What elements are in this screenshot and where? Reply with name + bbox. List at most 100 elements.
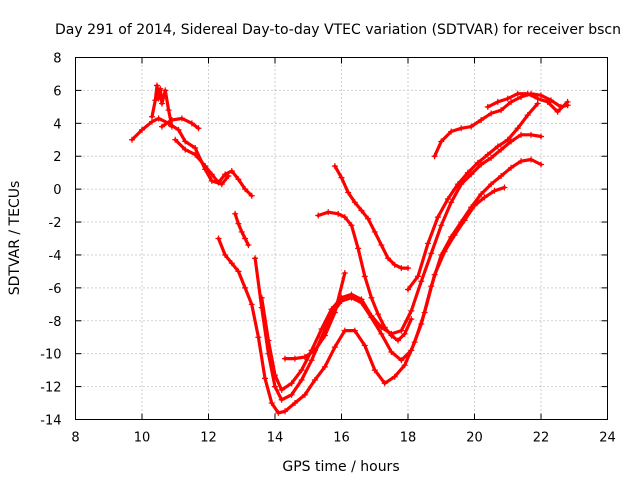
y-tick-label: 2 (53, 150, 61, 165)
y-tick-label: -12 (40, 381, 61, 396)
x-tick-label: 22 (533, 431, 550, 446)
data-point (348, 291, 355, 298)
data-point (268, 400, 275, 407)
data-point (381, 324, 388, 331)
data-point (418, 278, 425, 285)
data-point (328, 306, 335, 313)
data-point (464, 169, 471, 176)
data-point (518, 158, 525, 165)
data-point (524, 112, 531, 119)
data-point (494, 98, 501, 105)
data-point (484, 151, 491, 158)
data-point (405, 286, 411, 293)
data-point (182, 138, 189, 145)
data-point (365, 215, 372, 222)
data-point (195, 125, 202, 132)
data-point (408, 307, 415, 314)
data-point (162, 87, 169, 94)
data-point (368, 312, 375, 319)
data-point (341, 327, 348, 334)
data-point (235, 220, 242, 227)
series-track-2-points (148, 82, 175, 130)
data-point (172, 136, 179, 143)
data-point (385, 255, 392, 262)
data-point (378, 242, 385, 249)
data-point (498, 172, 505, 179)
data-point (361, 273, 368, 280)
data-point (414, 273, 421, 280)
data-point (178, 115, 185, 122)
x-tick-label: 18 (400, 431, 417, 446)
series-track-3-points (158, 115, 202, 132)
data-point (488, 110, 495, 117)
data-point (355, 245, 362, 252)
data-point (278, 386, 285, 393)
chart-title: Day 291 of 2014, Sidereal Day-to-day VTE… (55, 22, 621, 38)
data-point (228, 168, 235, 175)
data-point (155, 95, 162, 102)
data-point (524, 90, 531, 97)
data-point (398, 265, 405, 272)
data-point (321, 363, 328, 370)
series-track-8 (260, 133, 543, 392)
data-point (498, 146, 505, 153)
data-point (418, 321, 425, 328)
data-point (192, 145, 199, 151)
data-point (424, 240, 431, 247)
data-point (245, 242, 252, 249)
data-point (538, 92, 544, 99)
data-point (564, 98, 571, 105)
data-point (458, 219, 465, 226)
data-point (215, 179, 222, 186)
data-point (368, 294, 375, 301)
plot-frame (75, 57, 608, 420)
data-point (358, 296, 365, 303)
data-point (381, 380, 388, 387)
series-track-7 (253, 157, 543, 402)
y-tick-label: 4 (53, 117, 61, 132)
data-point (158, 100, 165, 107)
data-point (281, 408, 288, 415)
data-point (188, 120, 195, 127)
data-point (242, 186, 249, 193)
series-track-9-points (281, 270, 348, 362)
data-point (398, 327, 405, 334)
x-tick-label: 14 (267, 431, 284, 446)
x-tick-labels: 8 10 12 14 16 18 20 22 24 (71, 431, 615, 446)
data-point (341, 214, 348, 221)
data-point (238, 228, 245, 235)
data-point (428, 250, 435, 257)
data-point (534, 95, 541, 102)
data-point (222, 251, 229, 258)
data-point (242, 235, 249, 242)
data-point (318, 326, 325, 332)
data-point (301, 353, 308, 360)
series-track-4-points (172, 136, 255, 199)
series-track-8-points (258, 131, 544, 393)
data-point (345, 189, 352, 196)
data-point (538, 161, 544, 168)
data-point (228, 260, 235, 267)
data-point (278, 396, 285, 403)
data-point (371, 367, 378, 374)
data-point (408, 316, 415, 323)
data-point (192, 151, 199, 158)
data-point (291, 400, 298, 407)
data-point (298, 377, 305, 384)
data-point (444, 196, 451, 203)
data-point (401, 330, 408, 337)
y-tick-label: 6 (53, 84, 61, 99)
data-point (371, 228, 378, 235)
data-point (208, 171, 215, 178)
data-point (258, 294, 265, 301)
data-point (488, 181, 495, 188)
data-point (514, 125, 521, 132)
data-point (338, 174, 345, 181)
series-track-6-points (215, 184, 508, 416)
data-point (272, 383, 278, 390)
data-point (358, 207, 365, 214)
data-point (514, 90, 521, 97)
data-point (288, 380, 295, 387)
data-point (301, 391, 308, 398)
